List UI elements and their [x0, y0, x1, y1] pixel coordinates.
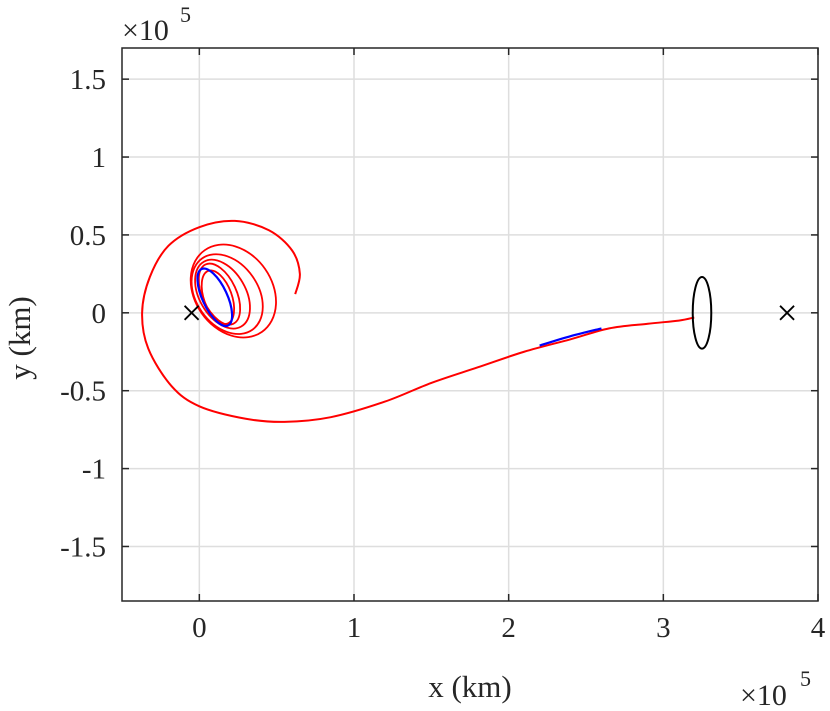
- y-tick-label: 1: [92, 142, 107, 174]
- axis-ticks: 0 1 2 3 4 1.5 1 0.5 0 -0.5 -1 -1.5: [60, 48, 826, 644]
- x-exponent-power: 5: [800, 666, 811, 691]
- x-tick-label: 4: [811, 612, 826, 644]
- y-tick-label: -1: [82, 454, 106, 486]
- x-tick-label: 2: [501, 612, 516, 644]
- body-x-marker: [183, 305, 200, 321]
- x-tick-label: 1: [347, 612, 362, 644]
- y-tick-label: 0: [92, 298, 107, 330]
- x-exponent-label: ×10 5: [740, 666, 811, 711]
- red-trajectory-loop: [189, 243, 277, 339]
- x-exponent-base: ×10: [740, 679, 787, 711]
- y-tick-label: 1.5: [70, 64, 106, 96]
- y-tick-label: 0.5: [70, 220, 106, 252]
- y-tick-label: -1.5: [60, 531, 106, 563]
- blue-transfer-segment: [539, 327, 602, 347]
- y-exponent-power: 5: [180, 2, 191, 27]
- y-exponent-base: ×10: [122, 14, 169, 47]
- plot-area-frame: [121, 47, 819, 602]
- body-x-marker: [779, 305, 795, 321]
- y-exponent-label: ×10 5: [122, 2, 191, 47]
- y-tick-label: -0.5: [60, 376, 106, 408]
- y-axis-label: y (km): [2, 296, 37, 380]
- red-trajectory-loop: [194, 258, 251, 330]
- x-axis-label: x (km): [428, 669, 512, 704]
- body-markers: [183, 305, 795, 321]
- black-target-orbit: [691, 275, 713, 350]
- blue-trajectory-loop: [196, 267, 234, 328]
- trajectory-series: [141, 219, 713, 423]
- x-tick-label: 0: [192, 612, 207, 644]
- red-transfer-trajectory: [141, 219, 695, 423]
- x-tick-label: 3: [656, 612, 671, 644]
